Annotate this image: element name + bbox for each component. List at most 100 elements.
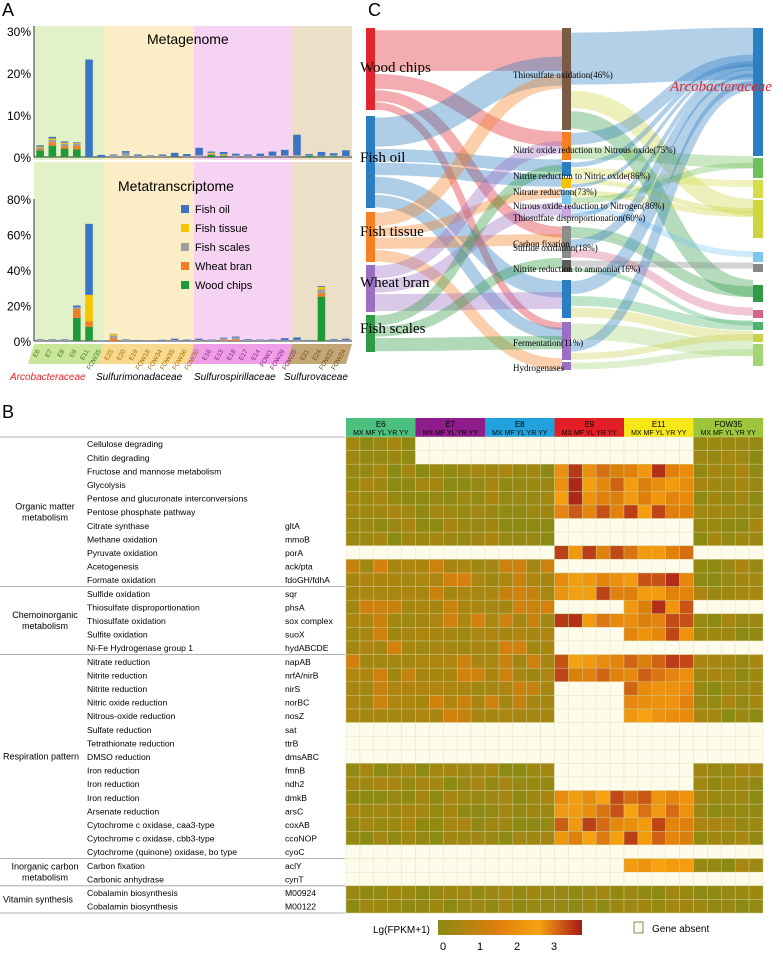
group-columns-e7: MX MF YL YR YY — [423, 430, 479, 437]
metagenome-bar-wood-chips-e21 — [305, 155, 313, 157]
heatmap-cell-r17-e9-yr — [595, 667, 611, 683]
heatmap-cell-r30-fow35-mx — [693, 844, 708, 859]
heatmap-cell-r20-fow35-mf — [707, 708, 722, 723]
sample-label-e8: E8 — [56, 348, 66, 359]
heatmap-cell-r33-e8-yl — [512, 885, 527, 900]
sankey-nodes — [366, 28, 763, 370]
heatmap-cell-r18-e11-yy — [679, 681, 694, 696]
heatmap-cell-r20-fow35-yr — [734, 708, 750, 723]
row-pathway-18: Nitrite reduction — [87, 684, 147, 694]
heatmap-cell-r9-fow35-mx — [693, 559, 708, 574]
heatmap-cell-r4-e11-yl — [651, 491, 666, 506]
heatmap-cell-r4-e9-mf — [568, 491, 583, 506]
heatmap-cell-r27-e11-yl — [651, 803, 666, 819]
metatranscriptome-bar-wheat-bran-e25 — [109, 338, 118, 341]
heatmap-cell-r19-e9-mf — [568, 695, 583, 710]
heatmap-cell-r10-e8-yl — [512, 572, 527, 587]
heatmap-cell-r28-e8-yr — [526, 817, 541, 832]
row-pathway-0: Cellulose degrading — [87, 439, 163, 449]
heatmap-cell-r8-fow35-yr — [734, 545, 750, 560]
heatmap-cell-r9-e9-mf — [568, 559, 583, 574]
heatmap-cell-r22-e11-yl — [651, 735, 666, 751]
heatmap-cell-r24-fow35-yy — [748, 763, 764, 778]
heatmap-cell-r28-e11-yl — [651, 817, 666, 832]
row-pathway-7: Methane oxidation — [87, 534, 157, 544]
sankey-flow-thiosulfate-oxidation-46-to-node-6 — [570, 111, 754, 298]
heatmap-cell-r18-e7-yy — [470, 681, 486, 696]
sankey-function-label-nitrite-reduction-to-nitric-oxide-86: Nitrite reduction to Nitric oxide(86%) — [513, 171, 650, 181]
heatmap-cell-r28-fow35-mx — [693, 817, 708, 832]
heatmap-cell-r15-e9-mf — [568, 640, 583, 655]
heatmap-cell-r17-e8-yr — [526, 667, 541, 683]
heatmap-cell-r29-e8-yr — [526, 831, 541, 846]
heatmap-cell-r4-e9-yr — [595, 491, 611, 506]
heatmap-cell-r15-e8-yl — [512, 640, 527, 655]
heatmap-cell-r1-e9-mx — [554, 450, 569, 465]
heatmap-cell-r0-fow35-mx — [693, 436, 708, 451]
sankey-function-thiosulfate-oxidation-46 — [562, 28, 571, 130]
heatmap-cell-r4-e6-yr — [387, 491, 402, 506]
heatmap-cell-r16-e11-yl — [651, 654, 666, 669]
metagenome-bar-wood-chips-e24 — [317, 156, 326, 157]
metagenome-bar-fish-oil-e24 — [317, 151, 326, 156]
heatmap-cell-r13-e6-yr — [387, 613, 402, 628]
metatranscriptome-y-tick-label: 40% — [7, 264, 31, 278]
sankey-flow-fish-oil-to-thiosulfate-oxidation-46 — [374, 56, 563, 147]
heatmap-cell-r15-fow35-yr — [734, 640, 750, 655]
heatmap-cell-r29-e7-mf — [429, 831, 444, 846]
heatmap-cell-r21-e7-yr — [456, 722, 472, 737]
heatmap-cell-r17-e9-mx — [554, 667, 569, 683]
heatmap-cell-r1-fow35-yy — [748, 450, 764, 465]
sankey-flow-nitrite-reduction-to-nitric-oxide-86-to-node-0 — [570, 61, 754, 168]
metagenome-bar-fish-oil-fow18 — [146, 155, 154, 157]
legend-swatch-fish-oil — [181, 205, 189, 213]
category-label-organic-matter-metabolism-0: Organic matter — [15, 501, 75, 511]
heatmap-cell-r10-fow35-mf — [707, 572, 722, 587]
sankey-flow-fish-oil-to-nitrite-reduction-to-nitric-oxide-86 — [374, 148, 563, 172]
sankey-function-label-fermentation-11: Fermentation(11%) — [513, 338, 583, 348]
heatmap-cell-r6-e7-yr — [456, 518, 472, 533]
heatmap-cell-r17-e6-yr — [387, 667, 402, 683]
heatmap-cell-r8-fow35-mx — [693, 545, 708, 560]
heatmap-cell-r15-e6-mf — [359, 640, 375, 655]
heatmap-cell-r22-e6-yr — [387, 735, 402, 751]
heatmap-cell-r7-fow35-yr — [734, 531, 750, 547]
heatmap-cell-r29-e7-yr — [456, 831, 472, 846]
sankey-target-node-2 — [753, 180, 763, 198]
heatmap-cell-r3-e8-yr — [526, 477, 541, 492]
group-label-e6: E6 — [376, 420, 386, 429]
sample-label-e9: E9 — [69, 348, 79, 359]
heatmap-cell-r11-fow35-yl — [721, 586, 736, 601]
heatmap-cell-r15-e9-yr — [595, 640, 611, 655]
heatmap-cell-r3-e9-yy — [609, 477, 625, 492]
group-header-fow35 — [693, 418, 763, 437]
heatmap-cell-r4-e6-mx — [345, 491, 361, 506]
row-gene-34: M00122 — [285, 902, 316, 912]
heatmap-cell-r20-e6-mf — [359, 708, 375, 723]
heatmap-cell-r24-e7-mx — [415, 763, 430, 778]
metagenome-bar-fish-oil-e18 — [232, 153, 240, 156]
metatranscriptome-bar-fish-oil-fow25 — [293, 337, 301, 340]
heatmap-cell-r16-e6-mf — [359, 654, 375, 669]
metatranscriptome-bar-fish-oil-e7 — [48, 339, 57, 341]
heatmap-cell-r29-e6-yy — [401, 831, 416, 846]
heatmap-cell-r31-e8-mx — [484, 858, 500, 873]
heatmap-cell-r7-e7-yl — [443, 531, 458, 547]
heatmap-cell-r3-fow35-yy — [748, 477, 764, 492]
heatmap-cell-r23-e11-mf — [637, 749, 653, 764]
heatmap-cell-r19-e11-yy — [679, 695, 694, 710]
heatmap-cell-r30-e9-mx — [554, 844, 569, 859]
group-header-e7 — [415, 418, 485, 437]
heatmap-cell-r7-fow35-mf — [707, 531, 722, 547]
heatmap-cell-r13-e11-mf — [637, 613, 653, 628]
metagenome-bar-fish-scales-e25 — [109, 155, 118, 157]
heatmap-cell-r0-e11-yy — [679, 436, 694, 451]
heatmap-cell-r22-fow35-yr — [734, 735, 750, 751]
heatmap-cell-r24-e9-yr — [595, 763, 611, 778]
heatmap-cell-r12-e11-mx — [623, 599, 639, 615]
heatmap-cell-r2-e11-yy — [679, 463, 694, 479]
heatmap-cell-r21-e9-yl — [582, 722, 597, 737]
heatmap-cell-r9-e7-yl — [443, 559, 458, 574]
heatmap-cell-r4-fow35-mx — [693, 491, 708, 506]
metagenome-bar-fish-scales-e9 — [73, 143, 81, 147]
